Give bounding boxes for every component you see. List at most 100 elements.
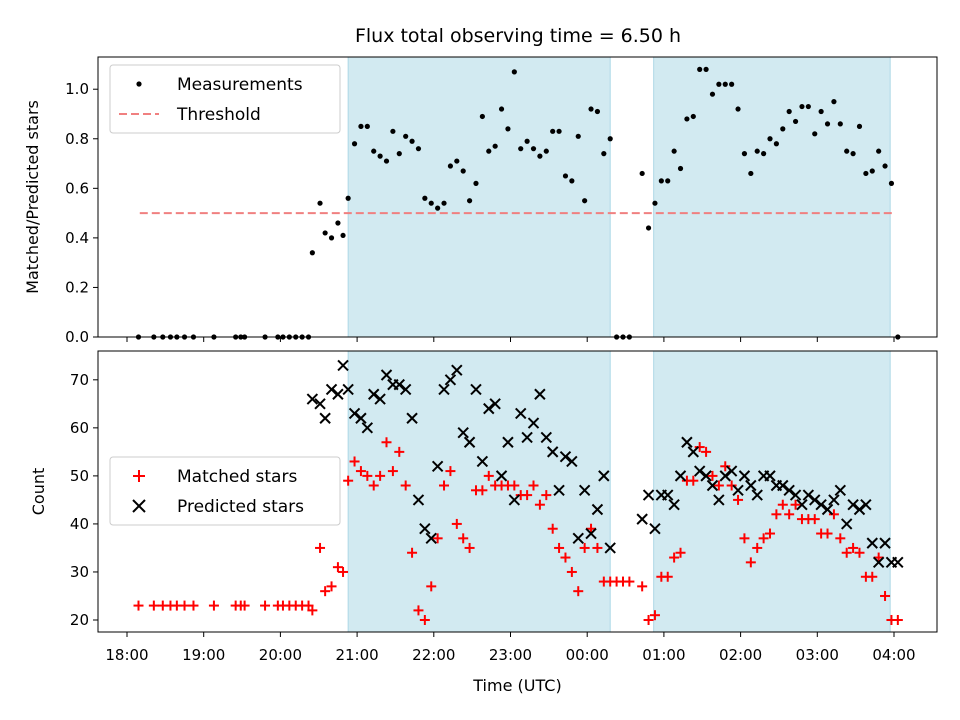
bottom-y-tick-label: 40 — [70, 515, 89, 533]
matched-star-point — [179, 600, 190, 611]
top-legend: Measurements Threshold — [109, 64, 341, 134]
matched-star-point — [688, 475, 699, 486]
predicted-star-point — [828, 494, 840, 506]
legend-threshold-label: Threshold — [176, 105, 261, 125]
predicted-star-point — [534, 388, 546, 400]
measurement-point — [498, 106, 505, 112]
predicted-star-point — [591, 503, 604, 516]
top-y-tick-label: 0.2 — [65, 278, 89, 296]
top-y-tick-label: 0.0 — [65, 328, 89, 346]
matched-star-point — [547, 523, 558, 534]
measurement-point — [543, 148, 549, 154]
measurement-point — [309, 250, 315, 256]
predicted-star-point — [470, 383, 482, 396]
observing-window-shade — [653, 350, 891, 633]
measurement-point — [863, 170, 869, 177]
measurement-point — [524, 138, 530, 144]
legend-predicted-label: Predicted stars — [177, 497, 304, 517]
matched-star-point — [573, 586, 584, 597]
matched-star-point — [828, 509, 839, 520]
measurement-point — [550, 128, 556, 134]
matched-star-point — [777, 499, 788, 510]
predicted-star-point — [802, 489, 815, 501]
measurement-point — [876, 148, 882, 154]
predicted-star-point — [840, 518, 853, 530]
matched-star-point — [841, 547, 852, 558]
measurement-point — [317, 200, 323, 206]
x-tick-label: 03:00 — [796, 646, 839, 664]
measurement-point — [824, 121, 831, 127]
matched-star-point — [707, 470, 718, 481]
predicted-star-point — [412, 494, 425, 506]
predicted-star-point — [815, 499, 827, 511]
matched-star-point — [892, 614, 903, 625]
measurement-point — [582, 198, 588, 204]
observing-window-shade — [347, 350, 611, 633]
predicted-star-point — [738, 470, 751, 482]
measurement-point — [403, 133, 409, 139]
matched-star-point — [458, 533, 469, 544]
measurement-point — [409, 138, 415, 144]
measurement-point — [569, 178, 575, 184]
top-y-tick-label: 0.4 — [65, 229, 89, 247]
matched-star-point — [326, 581, 337, 592]
measurement-point — [594, 108, 601, 115]
predicted-star-point — [713, 494, 725, 506]
measurement-point — [479, 113, 485, 120]
measurement-point — [671, 148, 677, 154]
measurement-point — [735, 106, 741, 112]
predicted-star-point — [515, 407, 527, 420]
matched-star-point — [880, 590, 891, 601]
measurement-point — [703, 66, 709, 72]
measurement-point — [709, 91, 716, 97]
measurement-point — [856, 123, 863, 129]
measurement-point — [537, 153, 543, 159]
predicted-star-point — [764, 470, 776, 482]
measurement-point — [511, 69, 517, 75]
measurement-point — [415, 146, 422, 152]
matched-star-point — [675, 547, 686, 558]
matched-star-point — [592, 542, 603, 553]
measurement-point — [799, 103, 805, 110]
measurement-point — [454, 158, 460, 164]
measurement-point — [466, 198, 473, 204]
top-y-tick-label: 0.6 — [65, 179, 89, 197]
matched-star-point — [320, 586, 331, 597]
matched-star-point — [822, 528, 833, 539]
top-y-tick-label: 0.8 — [65, 130, 89, 148]
measurement-point — [818, 108, 824, 115]
predicted-star-point — [463, 436, 476, 448]
measurement-point — [328, 235, 335, 241]
measurement-point — [761, 151, 767, 157]
predicted-star-point — [751, 489, 763, 501]
predicted-star-point — [892, 556, 904, 569]
predicted-star-point — [860, 499, 872, 511]
bottom-panel: 20 30 40 50 60 70 18:00 19:00 20:00 21:00 22:00 23… — [29, 350, 938, 664]
predicted-star-point — [789, 489, 802, 501]
predicted-star-point — [489, 398, 501, 410]
matched-star-point — [835, 533, 846, 544]
bottom-legend-box — [109, 456, 341, 526]
measurement-point — [869, 168, 875, 174]
measurement-point — [492, 143, 498, 149]
measurement-point — [658, 178, 664, 184]
bottom-y-tick-label: 20 — [70, 611, 89, 629]
chart-title: Flux total observing time = 6.50 h — [355, 25, 681, 47]
legend-measurements-label: Measurements — [177, 75, 303, 95]
measurement-point — [639, 170, 645, 177]
predicted-star-point — [649, 523, 661, 535]
measurement-point — [588, 106, 594, 112]
predicted-star-point — [681, 436, 693, 448]
predicted-star-point — [662, 489, 674, 501]
predicted-star-point — [393, 378, 405, 391]
matched-star-point — [381, 437, 392, 448]
matched-star-point — [509, 480, 520, 491]
predicted-star-point — [745, 479, 757, 492]
predicted-star-point — [572, 532, 584, 545]
matched-star-point — [439, 480, 450, 491]
predicted-star-point — [693, 465, 706, 477]
matched-star-point — [733, 494, 744, 505]
predicted-star-point — [732, 484, 744, 497]
predicted-star-point — [642, 489, 655, 501]
matched-star-point — [739, 533, 750, 544]
